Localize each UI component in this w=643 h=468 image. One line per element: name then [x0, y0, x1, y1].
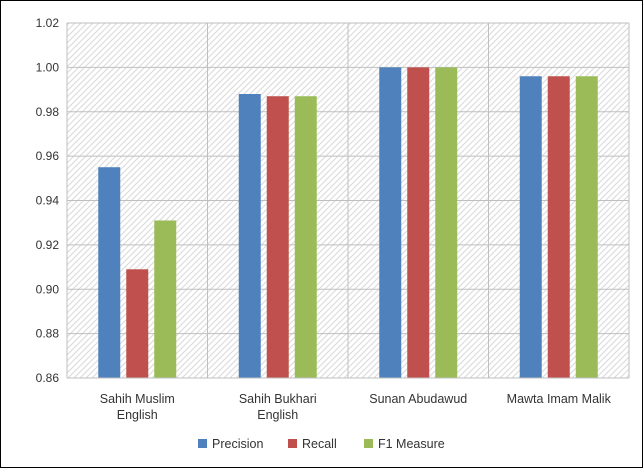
bar-recall — [126, 269, 149, 378]
bar-precision — [238, 94, 261, 378]
bar-precision — [519, 76, 542, 378]
bar-f1-measure — [575, 76, 598, 378]
y-tick-label: 1.02 — [36, 16, 60, 30]
y-tick-label: 0.98 — [36, 105, 60, 119]
x-axis: Sahih Muslim English Sahih Bukhari English S… — [67, 377, 629, 422]
y-tick-label: 0.94 — [36, 194, 60, 208]
legend-swatch — [364, 439, 373, 448]
y-tick-label: 0.96 — [36, 149, 60, 163]
legend-label: F1 Measure — [378, 437, 445, 451]
legend-label: Precision — [212, 437, 263, 451]
bar-recall — [407, 67, 430, 378]
bar-f1-measure — [435, 67, 458, 378]
bars — [98, 67, 598, 378]
bar-f1-measure — [294, 96, 317, 378]
x-tick-label: Sunan Abudawud — [369, 392, 467, 406]
x-tick-label: English — [257, 408, 298, 422]
bar-recall — [266, 96, 289, 378]
x-tick-label: English — [117, 408, 158, 422]
bar-f1-measure — [154, 220, 177, 378]
y-tick-label: 1.00 — [36, 60, 60, 74]
bar-precision — [98, 167, 121, 378]
legend-swatch — [288, 439, 297, 448]
legend-label: Recall — [302, 437, 337, 451]
x-tick-label: Mawta Imam Malik — [507, 392, 612, 406]
y-tick-label: 0.88 — [36, 327, 60, 341]
y-tick-label: 0.90 — [36, 282, 60, 296]
legend-swatch — [198, 439, 207, 448]
x-tick-label: Sahih Bukhari — [239, 392, 317, 406]
y-tick-label: 0.86 — [36, 371, 60, 385]
bar-recall — [547, 76, 570, 378]
legend: Precision Recall F1 Measure — [198, 437, 445, 451]
bar-precision — [379, 67, 402, 378]
x-tick-label: Sahih Muslim — [100, 392, 175, 406]
y-axis: 0.86 0.88 0.90 0.92 0.94 0.96 0.98 1.00 1.02 — [36, 16, 60, 385]
y-tick-label: 0.92 — [36, 238, 60, 252]
